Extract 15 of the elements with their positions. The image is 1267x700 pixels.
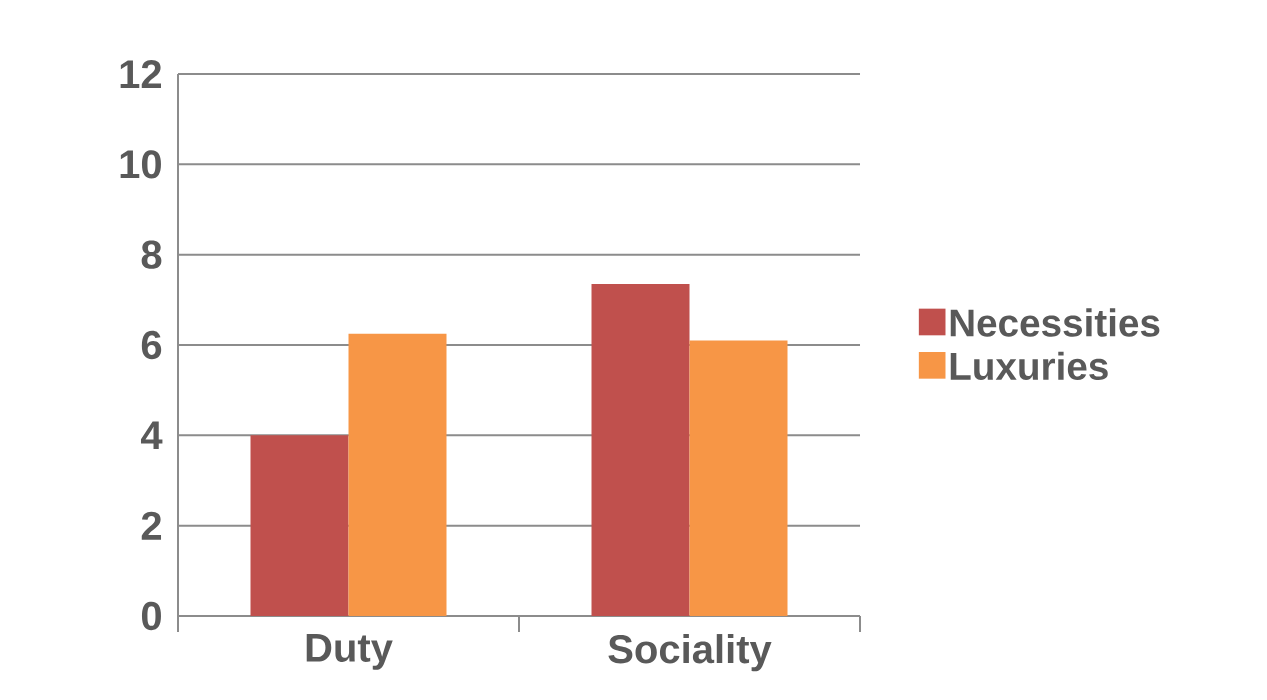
bar <box>591 284 690 616</box>
legend-label: Luxuries <box>950 351 1108 381</box>
y-tick-label: 10 <box>120 150 161 179</box>
bar <box>250 435 349 616</box>
y-tick-label: 12 <box>120 60 162 88</box>
y-tick-label: 6 <box>141 330 162 360</box>
y-tick-label: 4 <box>140 421 163 450</box>
bar <box>689 340 788 616</box>
x-tick-label: Duty <box>306 634 393 670</box>
y-tick-label: 2 <box>141 511 162 540</box>
y-tick-label: 0 <box>141 601 161 631</box>
y-tick-label: 8 <box>141 240 162 269</box>
legend-label: Necessities <box>950 308 1160 337</box>
x-tick-label: Sociality <box>608 634 772 672</box>
bar <box>348 333 447 616</box>
